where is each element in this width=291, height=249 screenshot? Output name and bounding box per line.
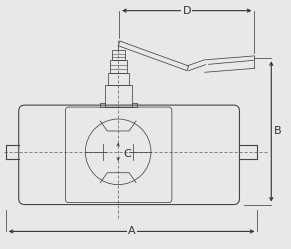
- Text: C: C: [123, 149, 131, 159]
- Bar: [105, 85, 132, 107]
- Bar: [108, 73, 129, 85]
- Bar: [112, 50, 125, 60]
- Text: B: B: [274, 126, 281, 136]
- Bar: [110, 60, 127, 73]
- Text: D: D: [182, 6, 191, 16]
- Text: A: A: [128, 226, 135, 236]
